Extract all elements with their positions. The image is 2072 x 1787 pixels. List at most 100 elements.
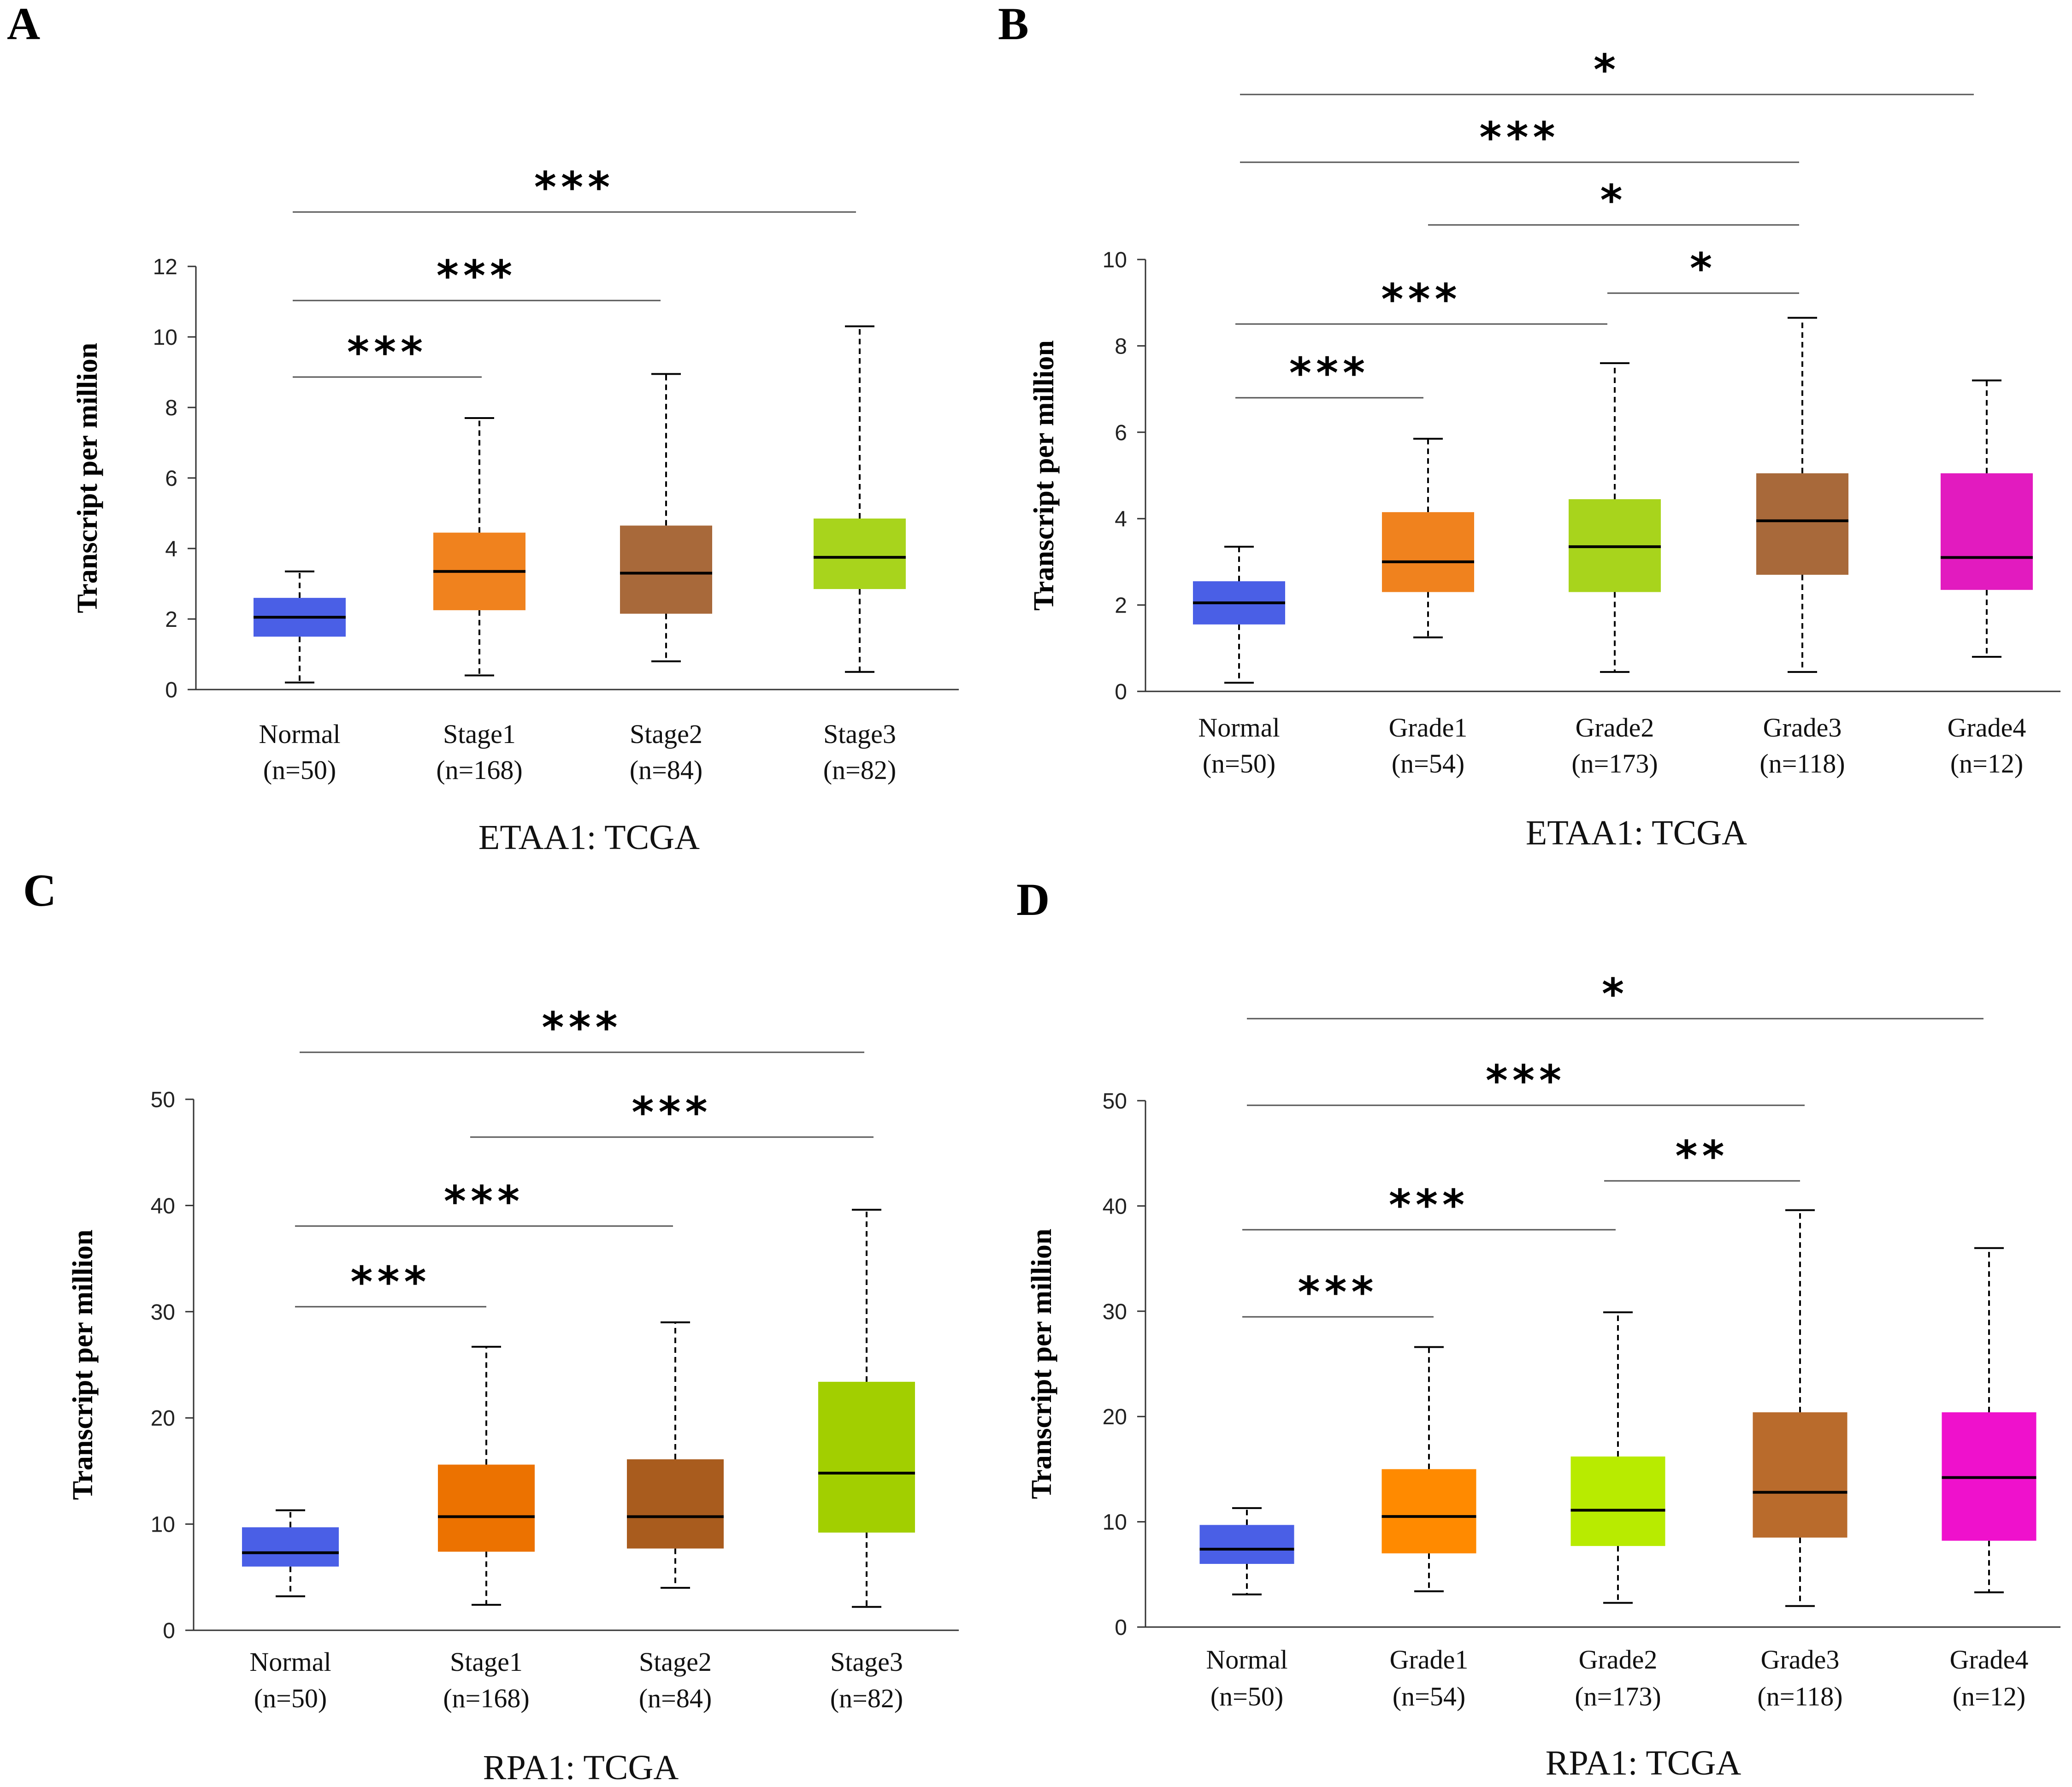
category-label: Grade2 — [1576, 713, 1654, 743]
panel-letter: D — [1016, 874, 1050, 925]
y-tick-label: 10 — [1103, 248, 1127, 272]
category-label: Normal — [1206, 1645, 1287, 1675]
y-tick-label: 30 — [1103, 1300, 1127, 1324]
significance-stars: *** — [350, 1257, 431, 1307]
iqr-box — [1941, 473, 2033, 590]
sample-count-label: (n=54) — [1392, 749, 1464, 778]
chart-title: RPA1: TCGA — [483, 1748, 679, 1787]
y-tick-label: 40 — [1103, 1194, 1127, 1219]
box-grade2 — [1570, 1311, 1665, 1604]
category-label: Normal — [1198, 713, 1280, 743]
box-stage3 — [818, 1209, 915, 1608]
panel-letter: B — [998, 0, 1029, 49]
iqr-box — [242, 1527, 339, 1567]
box-stage2 — [627, 1321, 724, 1589]
significance-stars: * — [1600, 176, 1627, 225]
category-label: Stage3 — [823, 719, 896, 749]
significance-stars: *** — [444, 1177, 524, 1226]
box-normal — [1193, 546, 1285, 684]
box-grade2 — [1569, 362, 1661, 673]
panel-c: C 0 10 20 30 40 50 Transcript per million Normal… — [23, 865, 959, 1787]
y-axis-label: Transcript per million — [1026, 1229, 1057, 1499]
sample-count-label: (n=50) — [1203, 749, 1275, 778]
significance-stars: *** — [542, 1003, 622, 1052]
box-normal — [1199, 1507, 1294, 1596]
box-grade4 — [1941, 379, 2033, 658]
sample-count-label: (n=50) — [263, 755, 336, 785]
panel-letter: C — [23, 865, 56, 916]
y-tick-label: 20 — [151, 1406, 175, 1431]
y-tick-label: 6 — [165, 466, 177, 491]
significance-stars: *** — [437, 251, 517, 301]
panel-a: A 0 2 4 6 8 10 12 Transcript per million Normal (n… — [7, 0, 959, 857]
significance-stars: *** — [1381, 275, 1461, 324]
chart-title: ETAA1: TCGA — [1526, 814, 1747, 852]
category-label: Grade1 — [1389, 713, 1468, 743]
y-tick-label: 4 — [165, 537, 177, 561]
sample-count-label: (n=118) — [1759, 749, 1845, 778]
iqr-box — [818, 1381, 915, 1533]
box-normal — [254, 570, 346, 684]
iqr-box — [620, 525, 712, 614]
category-label: Stage1 — [450, 1647, 523, 1677]
y-tick-label: 2 — [1115, 594, 1127, 618]
y-tick-label: 50 — [1103, 1089, 1127, 1114]
box-stage3 — [814, 325, 906, 673]
category-label: Grade3 — [1763, 713, 1842, 743]
y-tick-label: 0 — [1115, 1616, 1127, 1640]
sample-count-label: (n=12) — [1953, 1681, 2025, 1711]
y-tick-label: 0 — [1115, 680, 1127, 704]
y-axis-label: Transcript per million — [72, 343, 103, 613]
iqr-box — [627, 1459, 724, 1549]
y-tick-label: 20 — [1103, 1405, 1127, 1429]
y-axis-label: Transcript per million — [67, 1230, 99, 1500]
iqr-box — [814, 518, 906, 589]
category-label: Stage3 — [830, 1647, 903, 1677]
box-grade4 — [1942, 1247, 2037, 1593]
significance-stars: *** — [632, 1088, 712, 1137]
category-label: Grade2 — [1579, 1645, 1658, 1675]
y-tick-label: 12 — [153, 255, 177, 279]
sample-count-label: (n=12) — [1950, 749, 2023, 778]
box-grade3 — [1753, 1209, 1848, 1607]
sample-count-label: (n=168) — [443, 1683, 529, 1713]
category-label: Normal — [259, 719, 340, 749]
significance-stars: ** — [1675, 1132, 1729, 1181]
y-tick-label: 10 — [151, 1513, 175, 1537]
iqr-box — [1381, 1469, 1476, 1554]
sample-count-label: (n=168) — [436, 755, 522, 785]
y-tick-label: 8 — [165, 396, 177, 420]
box-stage1 — [433, 417, 525, 677]
iqr-box — [438, 1464, 535, 1552]
y-tick-label: 30 — [151, 1300, 175, 1325]
y-tick-label: 10 — [153, 325, 177, 350]
category-label: Grade3 — [1761, 1645, 1840, 1675]
category-label: Stage1 — [443, 719, 516, 749]
box-grade1 — [1381, 1346, 1476, 1592]
category-label: Stage2 — [639, 1647, 712, 1677]
category-label: Stage2 — [630, 719, 702, 749]
box-grade3 — [1756, 317, 1848, 673]
significance-stars: *** — [1289, 348, 1370, 398]
y-tick-label: 0 — [163, 1619, 175, 1643]
panel-d: D 0 10 20 30 40 50 Transcript per million Normal… — [1016, 874, 2060, 1782]
significance-stars: * — [1690, 244, 1717, 293]
sample-count-label: (n=82) — [823, 755, 896, 785]
sample-count-label: (n=173) — [1575, 1681, 1661, 1711]
significance-stars: *** — [1486, 1056, 1566, 1105]
iqr-box — [1382, 512, 1474, 592]
y-tick-label: 10 — [1103, 1510, 1127, 1535]
box-normal — [242, 1509, 339, 1598]
y-tick-label: 4 — [1115, 507, 1127, 531]
sample-count-label: (n=84) — [639, 1683, 712, 1713]
iqr-box — [1756, 473, 1848, 575]
chart-title: RPA1: TCGA — [1546, 1744, 1741, 1782]
significance-stars: *** — [347, 328, 427, 377]
sample-count-label: (n=118) — [1757, 1681, 1842, 1711]
y-tick-label: 8 — [1115, 334, 1127, 359]
iqr-box — [1199, 1525, 1294, 1564]
sample-count-label: (n=54) — [1393, 1681, 1465, 1711]
y-tick-label: 2 — [165, 607, 177, 632]
sample-count-label: (n=173) — [1571, 749, 1658, 778]
significance-stars: *** — [1298, 1268, 1378, 1317]
